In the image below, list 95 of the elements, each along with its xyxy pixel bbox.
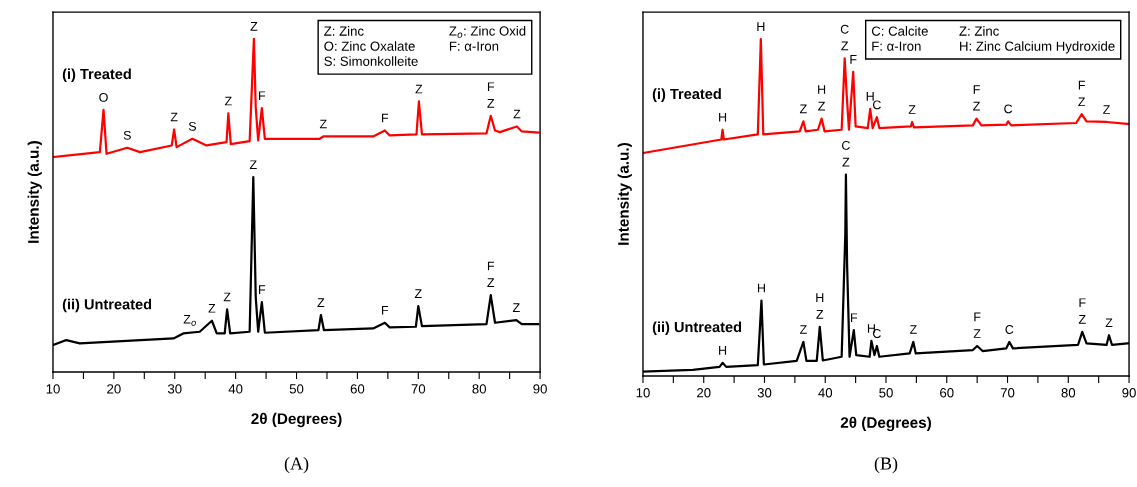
- annotation: F: [974, 312, 981, 322]
- annotation: Z: [512, 303, 520, 312]
- x-tick-label: 60: [350, 384, 365, 394]
- x-tick-label: 90: [1122, 388, 1136, 398]
- annotation: C: [873, 329, 881, 338]
- annotation: Z: [973, 101, 980, 111]
- x-tick-label: 20: [697, 388, 711, 398]
- annotation: F: [382, 306, 389, 315]
- annotation: H: [866, 92, 874, 101]
- annotation: Z: [249, 160, 257, 169]
- annotation: Z: [818, 101, 826, 111]
- annotation: S: [123, 130, 131, 140]
- text: Z: Zinc: [324, 26, 364, 36]
- annotation: Z: [841, 41, 849, 51]
- annotation: Z: [415, 84, 423, 94]
- text: C: Calcite: [871, 26, 928, 36]
- annotation: S: [188, 121, 197, 131]
- annotation: F: [850, 55, 857, 64]
- annotation: F: [851, 313, 858, 322]
- annotation: Z: [1103, 105, 1110, 114]
- annotation: Z: [1078, 97, 1086, 107]
- text: (i) Treated: [62, 68, 131, 83]
- y-axis-title: Intensity (a.u.): [617, 143, 632, 245]
- annotation: F: [382, 113, 389, 123]
- series-label: (ii) Untreated: [652, 321, 742, 336]
- annotation: O: Zinc Oxalate: [324, 41, 415, 51]
- x-tick-label: 80: [472, 384, 487, 394]
- x-tick-label: 70: [411, 384, 426, 394]
- text: (A): [284, 456, 309, 474]
- annotation: Z: [973, 329, 981, 338]
- x-tick-label: 60: [940, 388, 954, 398]
- annotation: F: [259, 285, 266, 294]
- annotation: H: [757, 283, 765, 293]
- annotation: Z$_{o}$: [183, 314, 196, 326]
- annotation: H: [818, 85, 826, 94]
- annotation: Z: [317, 298, 325, 307]
- annotation: C: [1004, 104, 1013, 114]
- x-tick-label: 10: [636, 388, 650, 398]
- x-axis-title: 2θ (Degrees): [251, 412, 342, 428]
- annotation: Z: [224, 96, 232, 106]
- x-tick-label: 40: [228, 384, 243, 394]
- annotation: Z: [208, 304, 216, 313]
- annotation: S: Simonkolleite: [324, 56, 418, 66]
- annotation: Z: [842, 157, 850, 167]
- annotation: Z: [513, 109, 521, 119]
- annotation: Z: [487, 99, 495, 108]
- annotation: Z: [816, 310, 824, 319]
- annotation: F: [1079, 298, 1086, 308]
- annotation: F: [487, 261, 495, 271]
- annotation: Z: [487, 278, 495, 287]
- text: (B): [874, 456, 898, 474]
- annotation: Z: [799, 104, 807, 114]
- x-tick-label: 80: [1061, 388, 1076, 398]
- x-tick-label: 30: [167, 384, 182, 394]
- annotation: Z: [908, 105, 916, 114]
- annotation: F: [259, 91, 266, 100]
- annotation: H: [719, 346, 727, 355]
- x-tick-label: 30: [757, 388, 772, 398]
- annotation: Z: [1105, 318, 1113, 328]
- x-tick-label: 50: [879, 388, 893, 398]
- x-tick-label: 70: [1000, 388, 1015, 398]
- annotation: C: [842, 140, 850, 150]
- series-label: (ii) Untreated: [62, 298, 152, 313]
- x-axis-title: 2θ (Degrees): [840, 416, 931, 432]
- annotation: F: [1078, 80, 1085, 90]
- x-tick-label: 20: [107, 384, 121, 394]
- annotation: H: [719, 112, 727, 122]
- annotation: Z: [799, 325, 807, 334]
- x-tick-label: 90: [533, 384, 547, 394]
- annotation: C: [1005, 325, 1014, 334]
- text: Z$_{o}$: Zinc Oxid: [449, 25, 526, 38]
- annotation: O: [99, 92, 108, 102]
- annotation: F: α-Iron: [872, 41, 921, 51]
- x-tick-label: 10: [46, 384, 60, 394]
- annotation: H: [757, 22, 765, 31]
- annotation: F: α-Iron: [449, 41, 499, 51]
- annotation: Z: [319, 119, 327, 129]
- y-axis-title: Intensity (a.u.): [27, 141, 42, 243]
- annotation: H: Zinc Calcium Hydroxide: [960, 41, 1115, 54]
- annotation: C: [873, 100, 881, 110]
- x-tick-label: 50: [289, 384, 304, 394]
- annotation: Z: [414, 289, 422, 298]
- annotation: C: [840, 24, 849, 34]
- series-label: (i) Treated: [652, 88, 721, 102]
- annotation: Z: [223, 292, 231, 302]
- annotation: Z: [170, 112, 178, 122]
- annotation: Z: [250, 22, 258, 31]
- annotation: Z: [1078, 315, 1086, 324]
- x-tick-label: 40: [818, 388, 833, 398]
- annotation: F: [973, 85, 980, 94]
- annotation: H: [867, 324, 875, 333]
- text: Z: Zinc: [959, 26, 999, 36]
- annotation: H: [816, 293, 824, 302]
- annotation: Z: [909, 325, 917, 334]
- annotation: F: [487, 82, 495, 91]
